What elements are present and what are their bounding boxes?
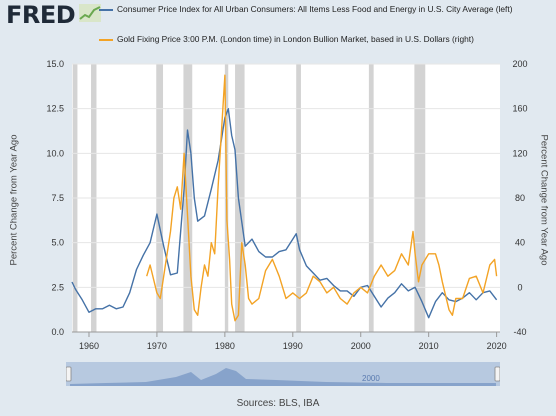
y-tick-right: 80 bbox=[515, 193, 525, 203]
y-tick-right: 200 bbox=[512, 59, 527, 69]
y-tick-left: 10.0 bbox=[46, 148, 64, 158]
y-tick-right: 160 bbox=[512, 104, 527, 114]
axes: 0.0 2.5 5.0 7.5 10.0 12.5 15.0 -40 0 40 80 120 160 20… bbox=[46, 59, 527, 351]
fred-logo: FRED bbox=[6, 1, 76, 29]
x-tick: 1960 bbox=[79, 341, 99, 351]
x-tick: 1990 bbox=[283, 341, 303, 351]
chart-line-icon bbox=[79, 4, 101, 22]
legend-swatch-gold bbox=[99, 39, 113, 41]
y-tick-right: 40 bbox=[515, 238, 525, 248]
series-line-cpi bbox=[71, 107, 498, 319]
y-tick-left: 7.5 bbox=[51, 193, 64, 203]
navigator-handle-left[interactable] bbox=[66, 366, 72, 382]
y-tick-right: 0 bbox=[517, 282, 522, 292]
y-tick-left: 12.5 bbox=[46, 104, 64, 114]
y-axis-label-right: Percent Change from Year Ago bbox=[538, 134, 550, 266]
navigator-label: 2000 bbox=[362, 374, 380, 383]
chart-header: FRED Consumer Price Index for All Urban … bbox=[0, 0, 556, 56]
x-tick: 1980 bbox=[215, 341, 235, 351]
y-axis-label-left: Percent Change from Year Ago bbox=[8, 134, 20, 266]
y-tick-left: 15.0 bbox=[46, 59, 64, 69]
x-tick: 2020 bbox=[487, 341, 507, 351]
y-tick-right: -40 bbox=[513, 327, 526, 337]
series-lines bbox=[71, 74, 498, 322]
legend-label-gold: Gold Fixing Price 3:00 P.M. (London time… bbox=[117, 34, 474, 44]
legend-label-cpi: Consumer Price Index for All Urban Consu… bbox=[117, 4, 513, 14]
range-navigator[interactable]: 2000 bbox=[66, 362, 500, 386]
y-tick-left: 0.0 bbox=[51, 327, 64, 337]
series-line-gold bbox=[146, 74, 498, 322]
x-tick: 2010 bbox=[419, 341, 439, 351]
y-tick-left: 2.5 bbox=[51, 282, 64, 292]
y-tick-right: 120 bbox=[512, 148, 527, 158]
x-tick: 1970 bbox=[147, 341, 167, 351]
y-tick-left: 5.0 bbox=[51, 238, 64, 248]
navigator-series bbox=[70, 368, 496, 386]
chart-source: Sources: BLS, IBA bbox=[236, 398, 320, 409]
x-tick: 2000 bbox=[351, 341, 371, 351]
legend-swatch-cpi bbox=[99, 9, 113, 11]
navigator-handle-right[interactable] bbox=[494, 366, 500, 382]
